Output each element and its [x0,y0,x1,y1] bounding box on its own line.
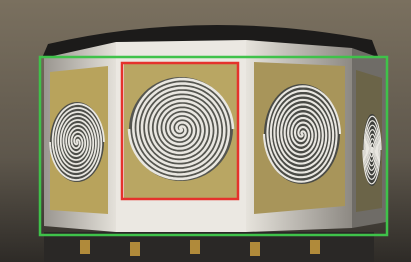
page: (() => { const g = document.getElementBy… [0,0,411,262]
base [44,232,374,262]
photo [0,0,411,262]
